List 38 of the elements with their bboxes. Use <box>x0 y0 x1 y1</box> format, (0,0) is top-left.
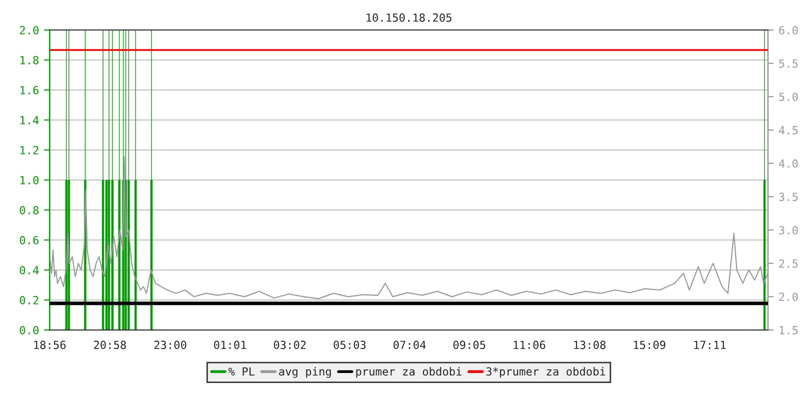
y2-tick-label: 5.0 <box>779 92 798 102</box>
y-tick-label: 1.0 <box>20 176 38 184</box>
y-tick-label: 0.4 <box>20 266 39 274</box>
y2-tick-label: 2.5 <box>779 259 798 268</box>
y2-tick-label: 5.5 <box>779 59 798 68</box>
y2-tick-label: 1.5 <box>780 326 798 334</box>
y-tick-label: 1.6 <box>20 86 38 94</box>
legend-label: 3*prumer za obdobi <box>486 367 606 378</box>
y-tick-label: 0.0 <box>20 326 38 334</box>
y-tick-label: 1.2 <box>20 146 38 154</box>
legend-label: % PL <box>228 367 255 376</box>
legend-label: prumer za obdobi <box>356 367 462 378</box>
y2-tick-label: 3.0 <box>779 226 798 234</box>
y-tick-label: 0.8 <box>20 206 38 214</box>
x-tick-label: 18:56 <box>34 340 66 350</box>
y2-tick-label: 3.5 <box>779 192 798 202</box>
y2-tick-label: 4.0 <box>778 159 798 168</box>
y-tick-label: 2.0 <box>20 26 38 34</box>
y2-tick-label: 4.5 <box>778 126 798 134</box>
legend-label: avg ping <box>279 367 331 378</box>
y-tick-label: 1.4 <box>20 116 39 124</box>
x-tick-label: 17:11 <box>694 340 726 349</box>
y2-tick-label: 2.0 <box>779 292 798 302</box>
x-tick-label: 15:09 <box>634 340 666 350</box>
x-tick-label: 05:03 <box>334 340 366 350</box>
x-tick-label: 23:00 <box>154 340 186 350</box>
y-tick-label: 0.2 <box>20 296 38 304</box>
x-tick-label: 07:04 <box>394 340 426 350</box>
x-tick-label: 01:01 <box>214 340 246 350</box>
x-tick-label: 20:58 <box>94 340 126 350</box>
y-tick-label: 0.6 <box>20 236 38 244</box>
x-tick-label: 03:02 <box>274 340 306 350</box>
y2-tick-label: 6.0 <box>779 26 798 34</box>
y-tick-label: 1.8 <box>20 56 38 64</box>
x-tick-label: 13:08 <box>574 340 606 350</box>
chart-title: 10.150.18.205 <box>366 13 452 22</box>
x-tick-label: 09:05 <box>453 340 486 350</box>
x-tick-label: 11:06 <box>514 340 546 350</box>
